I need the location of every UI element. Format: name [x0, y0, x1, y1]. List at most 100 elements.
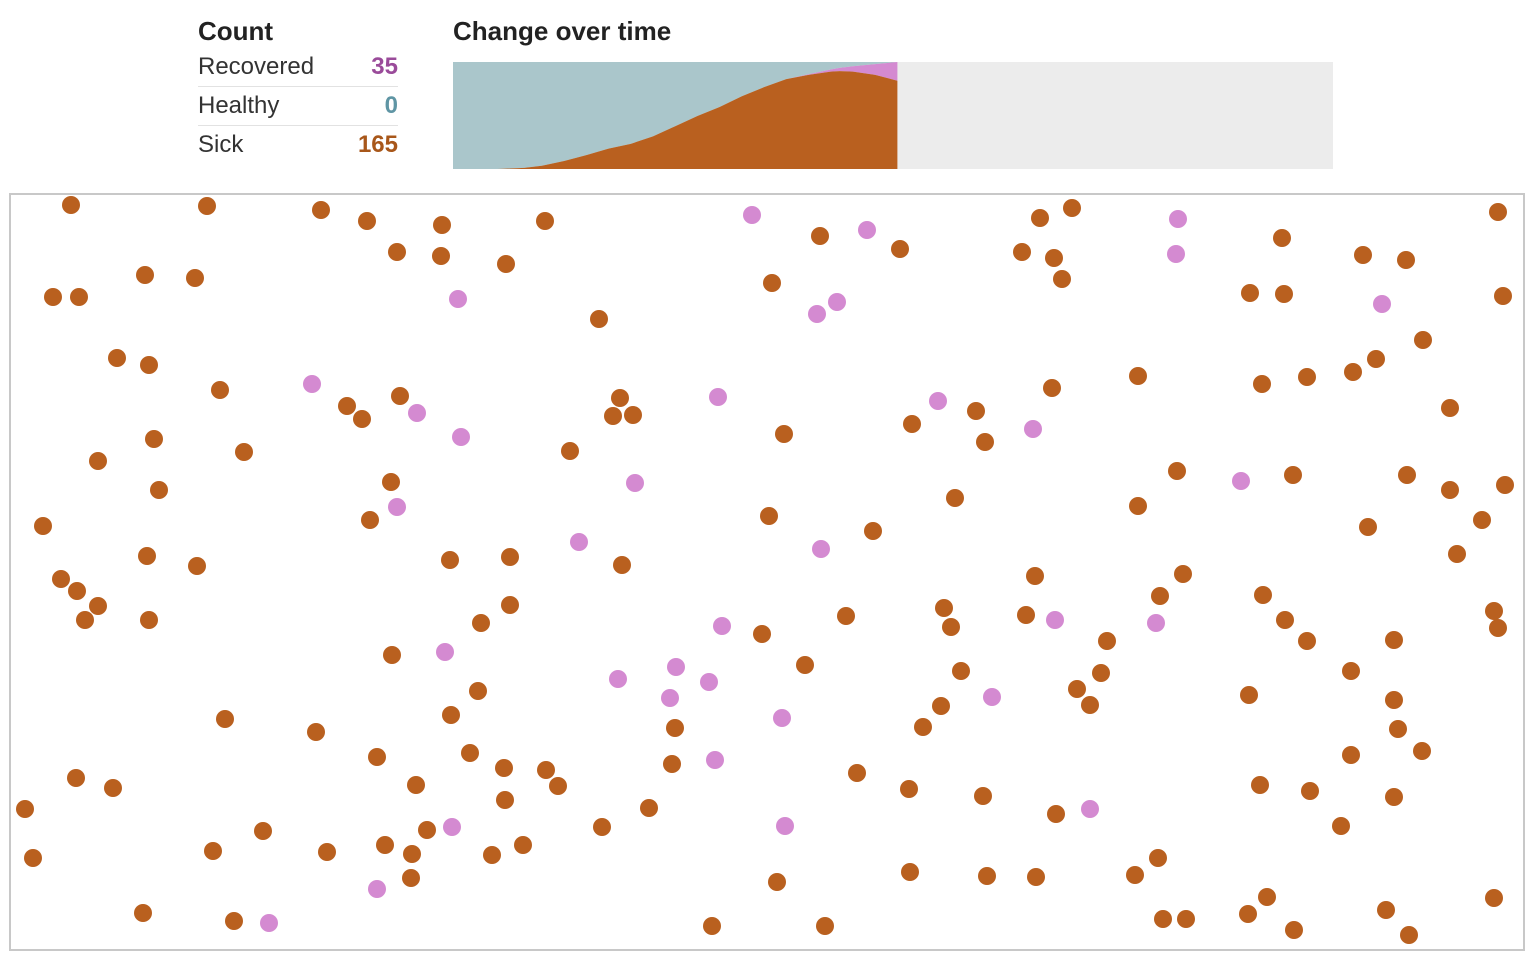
dot-recovered	[1373, 295, 1391, 313]
dot-sick	[104, 779, 122, 797]
dot-sick	[1031, 209, 1049, 227]
dot-sick	[204, 842, 222, 860]
dot-recovered	[260, 914, 278, 932]
dot-sick	[891, 240, 909, 258]
dot-recovered	[1167, 245, 1185, 263]
dot-sick	[24, 849, 42, 867]
dot-sick	[1298, 368, 1316, 386]
dot-sick	[376, 836, 394, 854]
dot-recovered	[929, 392, 947, 410]
dot-sick	[1013, 243, 1031, 261]
dot-sick	[1154, 910, 1172, 928]
dot-sick	[469, 682, 487, 700]
dot-sick	[1151, 587, 1169, 605]
dot-sick	[62, 196, 80, 214]
area-healthy	[453, 62, 898, 169]
dot-sick	[433, 216, 451, 234]
dot-recovered	[408, 404, 426, 422]
dot-recovered	[709, 388, 727, 406]
dot-sick	[613, 556, 631, 574]
dot-recovered	[368, 880, 386, 898]
dot-sick	[391, 387, 409, 405]
count-value-healthy: 0	[384, 92, 398, 119]
dot-sick	[753, 625, 771, 643]
dot-sick	[216, 710, 234, 728]
dot-sick	[307, 723, 325, 741]
dot-sick	[1385, 631, 1403, 649]
dot-recovered	[1046, 611, 1064, 629]
dot-sick	[768, 873, 786, 891]
dot-sick	[1126, 866, 1144, 884]
area-sick	[453, 71, 898, 169]
dot-sick	[67, 769, 85, 787]
dot-sick	[1400, 926, 1418, 944]
dot-sick	[52, 570, 70, 588]
dot-sick	[536, 212, 554, 230]
dot-sick	[816, 917, 834, 935]
dot-sick	[44, 288, 62, 306]
dot-recovered	[858, 221, 876, 239]
dot-sick	[1026, 567, 1044, 585]
dot-sick	[549, 777, 567, 795]
dot-sick	[848, 764, 866, 782]
dot-recovered	[436, 643, 454, 661]
dot-sick	[1398, 466, 1416, 484]
dot-recovered	[452, 428, 470, 446]
dot-sick	[1081, 696, 1099, 714]
dot-sick	[441, 551, 459, 569]
dot-sick	[501, 548, 519, 566]
dot-sick	[1367, 350, 1385, 368]
dot-sick	[76, 611, 94, 629]
dot-sick	[235, 443, 253, 461]
dot-sick	[903, 415, 921, 433]
dot-recovered	[1024, 420, 1042, 438]
dot-sick	[136, 266, 154, 284]
dot-recovered	[661, 689, 679, 707]
dot-sick	[1359, 518, 1377, 536]
dot-sick	[666, 719, 684, 737]
dot-sick	[1441, 399, 1459, 417]
dot-sick	[1354, 246, 1372, 264]
dot-sick	[150, 481, 168, 499]
dot-sick	[483, 846, 501, 864]
dot-sick	[254, 822, 272, 840]
dot-sick	[472, 614, 490, 632]
dot-sick	[432, 247, 450, 265]
dot-sick	[1448, 545, 1466, 563]
dot-recovered	[1169, 210, 1187, 228]
dot-sick	[318, 843, 336, 861]
dot-sick	[932, 697, 950, 715]
dot-sick	[1251, 776, 1269, 794]
dot-sick	[537, 761, 555, 779]
dot-recovered	[700, 673, 718, 691]
dot-sick	[312, 201, 330, 219]
dot-recovered	[808, 305, 826, 323]
dot-sick	[1063, 199, 1081, 217]
dot-sick	[760, 507, 778, 525]
dot-sick	[1389, 720, 1407, 738]
dot-sick	[145, 430, 163, 448]
dot-recovered	[443, 818, 461, 836]
dot-sick	[1258, 888, 1276, 906]
dot-sick	[186, 269, 204, 287]
dot-sick	[382, 473, 400, 491]
dot-sick	[624, 406, 642, 424]
dot-sick	[1413, 742, 1431, 760]
count-row-healthy: Healthy 0	[198, 87, 398, 126]
dot-sick	[1494, 287, 1512, 305]
dot-sick	[1276, 611, 1294, 629]
dot-sick	[89, 597, 107, 615]
dot-sick	[1397, 251, 1415, 269]
dot-sick	[1174, 565, 1192, 583]
dot-sick	[1068, 680, 1086, 698]
change-title: Change over time	[453, 16, 672, 46]
dot-sick	[967, 402, 985, 420]
count-label-recovered: Recovered	[198, 53, 315, 80]
dot-sick	[140, 611, 158, 629]
dot-sick	[368, 748, 386, 766]
dot-sick	[403, 845, 421, 863]
dot-sick	[188, 557, 206, 575]
count-panel: Count Recovered 35 Healthy 0 Sick 165	[198, 14, 398, 164]
dot-sick	[418, 821, 436, 839]
dot-sick	[1284, 466, 1302, 484]
